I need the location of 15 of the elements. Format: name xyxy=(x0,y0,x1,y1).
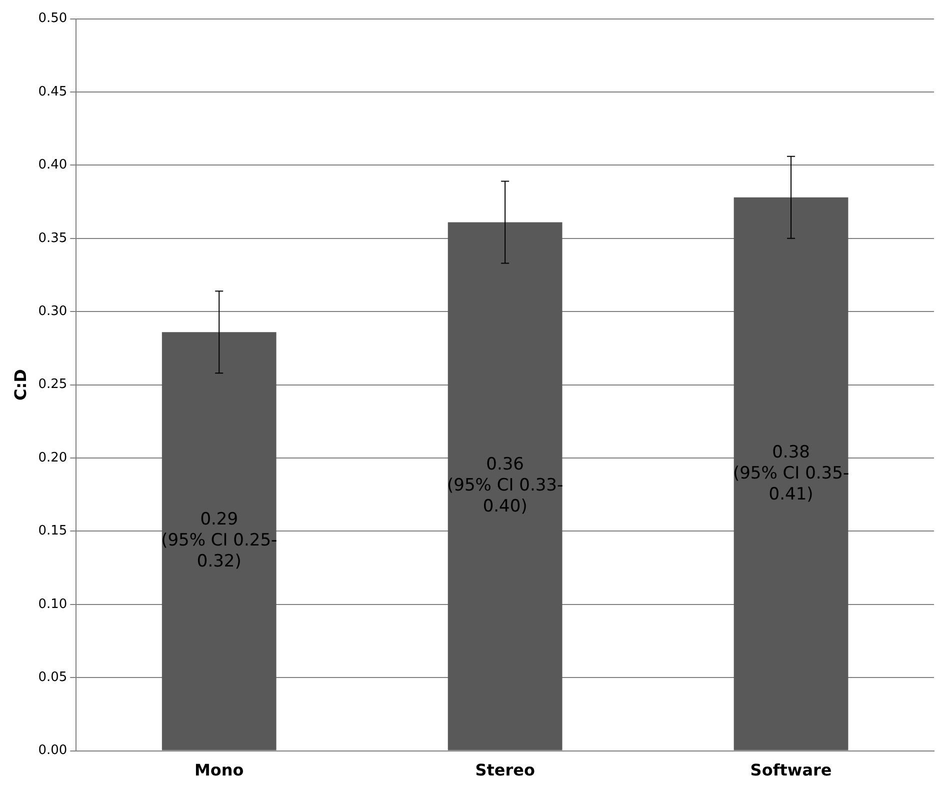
y-tick-label: 0.45 xyxy=(38,84,68,100)
y-tick-label: 0.25 xyxy=(38,377,68,392)
y-tick-label: 0.15 xyxy=(38,524,68,539)
x-tick-label: Stereo xyxy=(475,760,535,780)
y-tick-label: 0.20 xyxy=(38,450,68,466)
x-tick-label: Software xyxy=(750,760,832,780)
y-axis-title: C:D xyxy=(10,369,30,401)
y-tick-label: 0.40 xyxy=(38,158,68,173)
y-tick-label: 0.05 xyxy=(38,670,68,685)
x-tick-label: Mono xyxy=(194,760,244,780)
y-tick-label: 0.00 xyxy=(38,743,68,758)
y-tick-label: 0.30 xyxy=(38,304,68,319)
y-tick-label: 0.35 xyxy=(38,230,68,246)
y-tick-label: 0.10 xyxy=(38,596,68,612)
y-tick-label: 0.50 xyxy=(38,11,68,26)
